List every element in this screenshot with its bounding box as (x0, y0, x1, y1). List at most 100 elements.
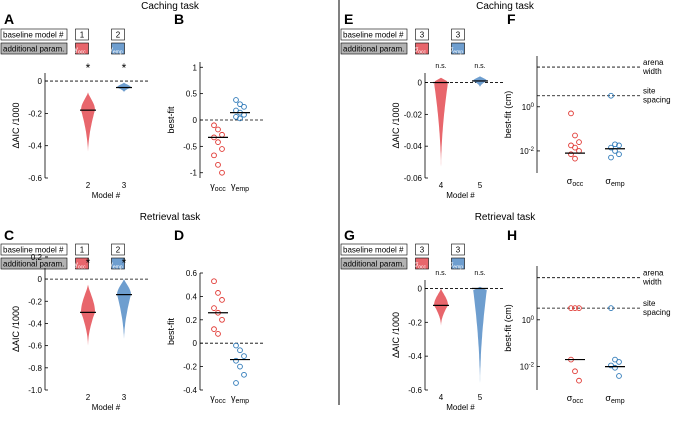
panel-e-ytick-label: -0.02 (404, 110, 423, 119)
table-row2-label: additional param. (3, 45, 64, 54)
table-row1-label: baseline model # (3, 246, 64, 255)
table-param-label: γemp (109, 262, 122, 271)
panel-g-violin (473, 286, 487, 387)
panel-d-point (211, 278, 217, 285)
panel-e-xtick-label: 4 (439, 181, 444, 190)
panel-d-point (219, 297, 225, 303)
panel-d-ytick-label: 0.2 (186, 316, 198, 325)
panel-d-point (237, 347, 243, 354)
section-title: Caching task (141, 1, 200, 12)
panel-a-ytick-label: -0.6 (28, 174, 42, 183)
panel-d-point (211, 326, 217, 333)
panel-e-ytick-label: -0.06 (404, 174, 423, 183)
table-row2-label-box (340, 42, 408, 55)
table-param-label: σemp (449, 262, 463, 271)
panel-d-ytick-label: -0.2 (183, 363, 197, 372)
table-model-box (111, 243, 125, 256)
panel-f-ytick-label: 100 (522, 103, 535, 112)
table-row1-label: baseline model # (343, 246, 404, 255)
table-model-box (415, 28, 429, 41)
panel-f-reference-label: arena (643, 58, 664, 67)
panel-a-significance: * (122, 61, 127, 75)
panel-h-xtick-label: σocc (567, 393, 584, 405)
panel-a-xlabel: Model # (92, 191, 121, 200)
table-model-box (111, 28, 125, 41)
panel-f-ylabel: best-fit (cm) (503, 91, 513, 139)
panel-b-ylabel: best-fit (166, 106, 176, 134)
table-model-number: 1 (80, 31, 85, 40)
table-row1-label: baseline model # (3, 31, 64, 40)
table-model-box (451, 243, 465, 256)
panel-h-xtick-label: σemp (605, 393, 624, 405)
panel-f-point (572, 144, 578, 151)
panel-f-point (572, 155, 578, 162)
panel-d-xtick-label: γocc (210, 393, 226, 405)
table-model-box (75, 28, 89, 41)
panel-h-ylabel: best-fit (cm) (503, 304, 513, 352)
panel-c-ylabel: ΔAIC /1000 (11, 306, 21, 352)
panel-f-point (568, 151, 574, 158)
panel-e-xlabel: Model # (446, 191, 475, 200)
table-param-box (111, 257, 125, 270)
panel-letter-c: C (4, 227, 14, 243)
panel-b-ytick-label: 0.5 (186, 90, 198, 99)
section-title: Caching task (476, 1, 535, 12)
panel-g-xtick-label: 5 (478, 393, 483, 402)
panel-c-xtick-label: 2 (86, 393, 91, 402)
table-row1-label: baseline model # (343, 31, 404, 40)
panel-c-xlabel: Model # (92, 403, 121, 412)
panel-f-point (608, 154, 614, 161)
panel-e-xtick-label: 5 (478, 181, 483, 190)
panel-g-xtick-label: 4 (439, 393, 444, 402)
panel-f-reference-label: spacing (643, 96, 671, 105)
panel-b-xtick-label: γocc (210, 181, 226, 193)
panel-c-violin (117, 279, 131, 342)
panel-b-point (237, 101, 243, 108)
section-title: Retrieval task (140, 212, 202, 223)
panel-h-reference-label: spacing (643, 308, 671, 317)
panel-h-reference-label: site (643, 299, 656, 308)
panel-c-xtick-label: 3 (122, 393, 127, 402)
table-model-number: 3 (456, 31, 461, 40)
panel-a-ytick-label: -0.4 (28, 142, 42, 151)
panel-a-xtick-label: 2 (86, 181, 91, 190)
panel-letter-f: F (507, 11, 516, 27)
panel-f-point (572, 132, 578, 139)
table-param-box (111, 42, 125, 55)
panel-letter-h: H (507, 227, 517, 243)
panel-a-ytick-label: -0.2 (28, 109, 42, 118)
panel-f-ytick-label: 10-2 (520, 147, 535, 156)
table-model-number: 3 (420, 31, 425, 40)
table-param-box (75, 42, 89, 55)
panel-c-ytick-label: 0 (38, 275, 43, 284)
panel-d-point (215, 290, 221, 296)
panel-c-ytick-label: -1.0 (28, 386, 42, 395)
table-param-label: σocc (414, 47, 427, 56)
panel-a-violin (81, 92, 95, 154)
table-row2-label-box (0, 42, 68, 55)
panel-h-ytick-label: 100 (522, 316, 535, 325)
panel-f-xtick-label: σemp (605, 176, 624, 188)
panel-b-point (211, 152, 217, 159)
table-param-box (451, 257, 465, 270)
panel-e-violin (434, 77, 448, 170)
panel-d-point (211, 305, 217, 311)
panel-f-point (616, 142, 622, 149)
panel-d-ytick-label: 0.6 (186, 269, 198, 278)
table-model-number: 3 (456, 246, 461, 255)
table-param-label: γemp (109, 47, 122, 56)
panel-g-xlabel: Model # (446, 403, 475, 412)
table-row2-label: additional param. (343, 260, 404, 269)
table-param-label: σocc (414, 262, 427, 271)
panel-g-significance: n.s. (474, 270, 485, 277)
panel-a-xtick-label: 3 (122, 181, 127, 190)
panel-b-point (211, 122, 217, 129)
panel-d-point (233, 380, 239, 386)
table-param-box (415, 42, 429, 55)
panel-b-ytick-label: -0.5 (183, 142, 197, 151)
panel-letter-a: A (4, 11, 14, 27)
panel-d-ytick-label: 0.4 (186, 292, 198, 301)
panel-d-point (219, 316, 225, 323)
panel-letter-b: B (174, 11, 184, 27)
table-row1-label-box (340, 243, 408, 256)
